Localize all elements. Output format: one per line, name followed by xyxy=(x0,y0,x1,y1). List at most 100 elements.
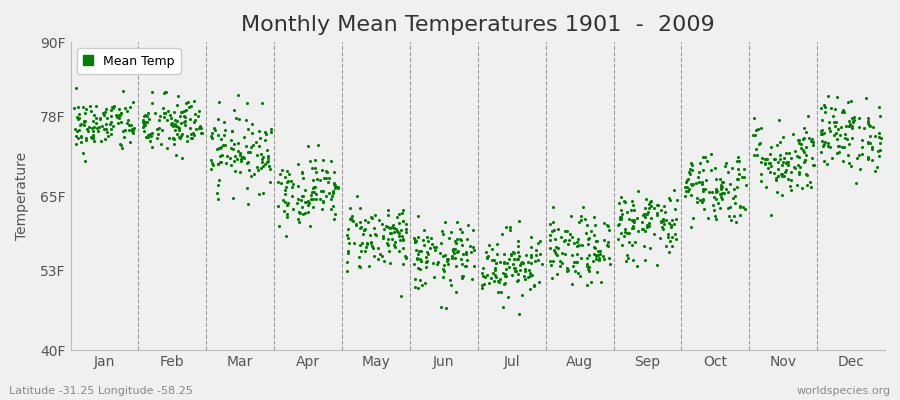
Point xyxy=(679,188,693,194)
Point xyxy=(181,98,195,105)
Point xyxy=(168,117,183,124)
Point xyxy=(558,228,572,234)
Point xyxy=(504,272,518,278)
Point xyxy=(730,158,744,164)
Point xyxy=(411,213,426,220)
Point xyxy=(795,184,809,191)
Point xyxy=(683,171,698,177)
Point xyxy=(613,214,627,220)
Point xyxy=(827,119,842,125)
Point xyxy=(792,164,806,171)
Point xyxy=(264,126,278,132)
Point xyxy=(275,197,290,203)
Text: Latitude -31.25 Longitude -58.25: Latitude -31.25 Longitude -58.25 xyxy=(9,386,193,396)
Point xyxy=(234,154,248,160)
Point xyxy=(185,129,200,136)
Point xyxy=(706,202,721,208)
Point xyxy=(71,126,86,133)
Point xyxy=(846,118,860,124)
Point xyxy=(398,252,412,259)
Point xyxy=(709,188,724,195)
Point xyxy=(734,173,749,180)
Point xyxy=(509,256,524,262)
Point xyxy=(414,248,428,254)
Point xyxy=(544,275,559,281)
Point xyxy=(186,98,201,104)
Point xyxy=(344,215,358,221)
Point xyxy=(716,179,731,185)
Point xyxy=(240,201,255,207)
Point xyxy=(105,122,120,129)
Point xyxy=(832,149,846,155)
Point xyxy=(568,267,582,274)
Point xyxy=(689,195,704,201)
Point xyxy=(418,226,432,233)
Point xyxy=(399,255,413,261)
Point xyxy=(303,196,318,202)
Point xyxy=(722,213,736,219)
Point xyxy=(213,144,228,151)
Point xyxy=(820,161,834,167)
Point xyxy=(758,156,772,162)
Point xyxy=(601,238,616,245)
Point xyxy=(99,126,113,132)
Point xyxy=(210,146,224,152)
Point xyxy=(501,264,516,270)
Point xyxy=(817,158,832,164)
Point xyxy=(348,222,363,228)
Point xyxy=(618,225,633,232)
Point xyxy=(152,117,166,124)
Point xyxy=(636,243,651,250)
Point xyxy=(286,181,301,188)
Point xyxy=(423,245,437,252)
Point xyxy=(418,259,433,265)
Point xyxy=(327,169,341,176)
Point xyxy=(516,260,530,266)
Point xyxy=(861,154,876,160)
Point xyxy=(484,274,499,281)
Point xyxy=(569,259,583,265)
Point xyxy=(836,158,850,164)
Point xyxy=(713,190,727,197)
Point xyxy=(278,191,293,197)
Point xyxy=(498,273,512,279)
Point xyxy=(842,123,856,129)
Point xyxy=(309,196,323,202)
Point xyxy=(478,274,492,280)
Point xyxy=(310,176,324,182)
Point xyxy=(792,169,806,176)
Point xyxy=(753,158,768,165)
Point xyxy=(437,219,452,225)
Point xyxy=(873,113,887,119)
Point xyxy=(256,190,270,196)
Point xyxy=(434,304,448,310)
Point xyxy=(459,236,473,242)
Point xyxy=(831,126,845,132)
Point xyxy=(408,283,422,290)
Point xyxy=(786,131,800,137)
Point xyxy=(772,117,787,123)
Point xyxy=(150,125,165,132)
Point xyxy=(192,108,206,114)
Point xyxy=(828,106,842,112)
Point xyxy=(818,103,832,110)
Point xyxy=(615,211,629,217)
Point xyxy=(728,193,742,199)
Point xyxy=(167,127,182,133)
Point xyxy=(120,108,134,114)
Point xyxy=(716,190,730,196)
Point xyxy=(411,265,426,272)
Point xyxy=(737,166,751,172)
Point xyxy=(654,218,669,225)
Point xyxy=(170,102,184,108)
Point xyxy=(665,243,680,249)
Point xyxy=(126,127,140,134)
Point xyxy=(179,107,194,114)
Point xyxy=(682,166,697,172)
Point xyxy=(345,216,359,223)
Point xyxy=(76,150,90,156)
Point xyxy=(166,141,181,147)
Point xyxy=(430,259,445,265)
Point xyxy=(852,152,867,158)
Point xyxy=(838,131,852,138)
